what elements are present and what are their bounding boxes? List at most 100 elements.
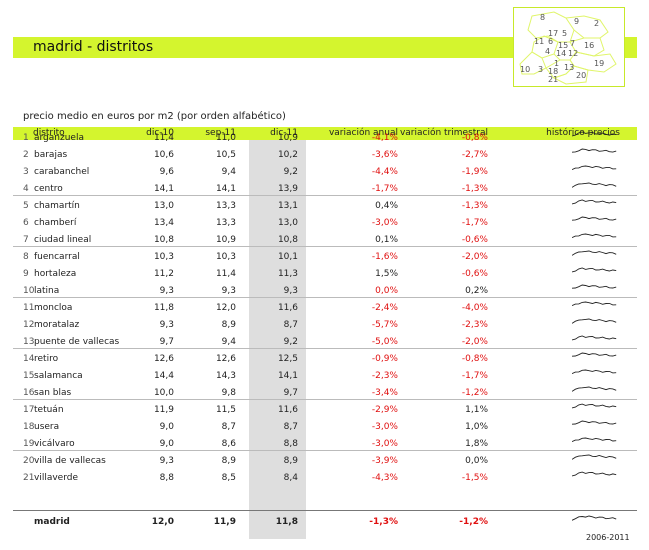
value-sep11: 8,6 bbox=[221, 439, 236, 449]
variacion-anual: -3,0% bbox=[371, 218, 398, 228]
variacion-trimestral: -0,8% bbox=[461, 133, 488, 143]
price-history-sparkline bbox=[572, 182, 617, 188]
value-sep11: 10,3 bbox=[215, 252, 236, 262]
value-dic10: 11,2 bbox=[153, 269, 174, 279]
variacion-trimestral: 1,1% bbox=[465, 405, 488, 415]
district-number: 7 bbox=[23, 235, 29, 245]
group-separator bbox=[13, 348, 637, 349]
value-dic11: 11,6 bbox=[277, 405, 298, 415]
district-name: puente de vallecas bbox=[34, 337, 120, 347]
value-dic10: 12,0 bbox=[151, 517, 174, 527]
district-name: arganzuela bbox=[34, 133, 84, 143]
header-historico: histórico precios bbox=[546, 128, 620, 138]
value-dic11: 11,3 bbox=[277, 269, 298, 279]
district-number: 11 bbox=[23, 303, 35, 313]
district-name: usera bbox=[34, 422, 60, 432]
value-dic10: 9,3 bbox=[159, 320, 174, 330]
map-number: 18 bbox=[548, 67, 559, 76]
table-row: 20 villa de vallecas 9,3 8,9 8,9 -3,9% 0,0% bbox=[13, 453, 637, 470]
variacion-anual: -3,0% bbox=[371, 439, 398, 449]
value-dic11: 11,6 bbox=[277, 303, 298, 313]
price-history-sparkline bbox=[572, 403, 617, 409]
district-name: chamartín bbox=[34, 201, 80, 211]
value-sep11: 11,0 bbox=[215, 133, 236, 143]
table-row: 6 chamberí 13,4 13,3 13,0 -3,0% -1,7% bbox=[13, 215, 637, 232]
header-sep11: sep-11 bbox=[205, 128, 236, 138]
price-history-sparkline bbox=[572, 386, 617, 392]
table-row: 1 arganzuela 11,4 11,0 10,9 -4,1% -0,8% bbox=[13, 130, 637, 147]
district-number: 6 bbox=[23, 218, 29, 228]
price-history-sparkline bbox=[572, 369, 617, 375]
variacion-trimestral: -0,8% bbox=[461, 354, 488, 364]
value-sep11: 9,3 bbox=[221, 286, 236, 296]
value-dic10: 11,9 bbox=[153, 405, 174, 415]
value-dic10: 9,7 bbox=[159, 337, 174, 347]
district-number: 2 bbox=[23, 150, 29, 160]
map-number: 20 bbox=[576, 71, 587, 80]
variacion-trimestral: -1,9% bbox=[461, 167, 488, 177]
variacion-anual: -4,3% bbox=[371, 473, 398, 483]
table-row: 19 vicálvaro 9,0 8,6 8,8 -3,0% 1,8% bbox=[13, 436, 637, 453]
price-history-sparkline bbox=[572, 199, 617, 205]
value-dic11: 8,4 bbox=[283, 473, 298, 483]
table-row: 7 ciudad lineal 10,8 10,9 10,8 0,1% -0,6% bbox=[13, 232, 637, 249]
table-row: 21 villaverde 8,8 8,5 8,4 -4,3% -1,5% bbox=[13, 470, 637, 487]
map-number: 6 bbox=[548, 37, 554, 46]
district-name: barajas bbox=[34, 150, 68, 160]
variacion-anual: -2,9% bbox=[371, 405, 398, 415]
value-dic10: 12,6 bbox=[153, 354, 174, 364]
map-number: 7 bbox=[570, 39, 576, 48]
value-dic10: 13,0 bbox=[153, 201, 174, 211]
district-name: tetuán bbox=[34, 405, 64, 415]
variacion-anual: -1,7% bbox=[371, 184, 398, 194]
district-number: 12 bbox=[23, 320, 35, 330]
header-dic11: dic-11 bbox=[270, 128, 298, 138]
variacion-trimestral: -2,0% bbox=[461, 337, 488, 347]
price-history-sparkline bbox=[572, 131, 617, 137]
price-history-sparkline bbox=[572, 471, 617, 477]
variacion-trimestral: -1,2% bbox=[461, 388, 488, 398]
table-row: 13 puente de vallecas 9,7 9,4 9,2 -5,0% -2,0% bbox=[13, 334, 637, 351]
header-dic10: dic-10 bbox=[146, 128, 174, 138]
district-name: madrid bbox=[34, 517, 70, 527]
district-number: 3 bbox=[23, 167, 29, 177]
variacion-anual: -5,0% bbox=[371, 337, 398, 347]
district-number: 20 bbox=[23, 456, 35, 466]
group-separator bbox=[13, 246, 637, 247]
variacion-trimestral: -1,5% bbox=[461, 473, 488, 483]
district-number: 16 bbox=[23, 388, 35, 398]
total-row: madrid 12,0 11,9 11,8 -1,3% -1,2% bbox=[13, 514, 637, 531]
header-variacion-anual: variación anual bbox=[328, 128, 398, 138]
price-history-sparkline bbox=[572, 335, 617, 341]
value-dic11: 8,9 bbox=[283, 456, 298, 466]
map-number: 19 bbox=[594, 59, 605, 68]
map-number: 15 bbox=[558, 41, 569, 50]
variacion-anual: 0,0% bbox=[375, 286, 398, 296]
table-row: 14 retiro 12,6 12,6 12,5 -0,9% -0,8% bbox=[13, 351, 637, 368]
district-number: 13 bbox=[23, 337, 35, 347]
value-dic11: 12,5 bbox=[277, 354, 298, 364]
variacion-anual: -0,9% bbox=[371, 354, 398, 364]
header-variacion-trimestral: variación trimestral bbox=[399, 128, 488, 138]
value-dic10: 10,8 bbox=[153, 235, 174, 245]
value-dic11: 11,8 bbox=[275, 517, 298, 527]
district-name: san blas bbox=[34, 388, 72, 398]
value-dic10: 13,4 bbox=[153, 218, 174, 228]
map-number: 10 bbox=[520, 65, 531, 74]
value-dic10: 9,3 bbox=[159, 286, 174, 296]
district-name: vicálvaro bbox=[34, 439, 75, 449]
value-dic10: 14,4 bbox=[153, 371, 174, 381]
price-history-sparkline bbox=[572, 515, 617, 521]
district-name: hortaleza bbox=[34, 269, 77, 279]
map-number: 11 bbox=[534, 37, 545, 46]
total-separator bbox=[13, 510, 637, 511]
price-history-sparkline bbox=[572, 148, 617, 153]
group-separator bbox=[13, 297, 637, 298]
district-name: villa de vallecas bbox=[34, 456, 106, 466]
price-history-sparkline bbox=[572, 301, 617, 307]
value-sep11: 13,3 bbox=[215, 201, 236, 211]
value-dic11: 8,7 bbox=[283, 320, 298, 330]
price-history-sparkline bbox=[572, 216, 617, 221]
value-dic10: 10,3 bbox=[153, 252, 174, 262]
variacion-anual: -2,3% bbox=[371, 371, 398, 381]
